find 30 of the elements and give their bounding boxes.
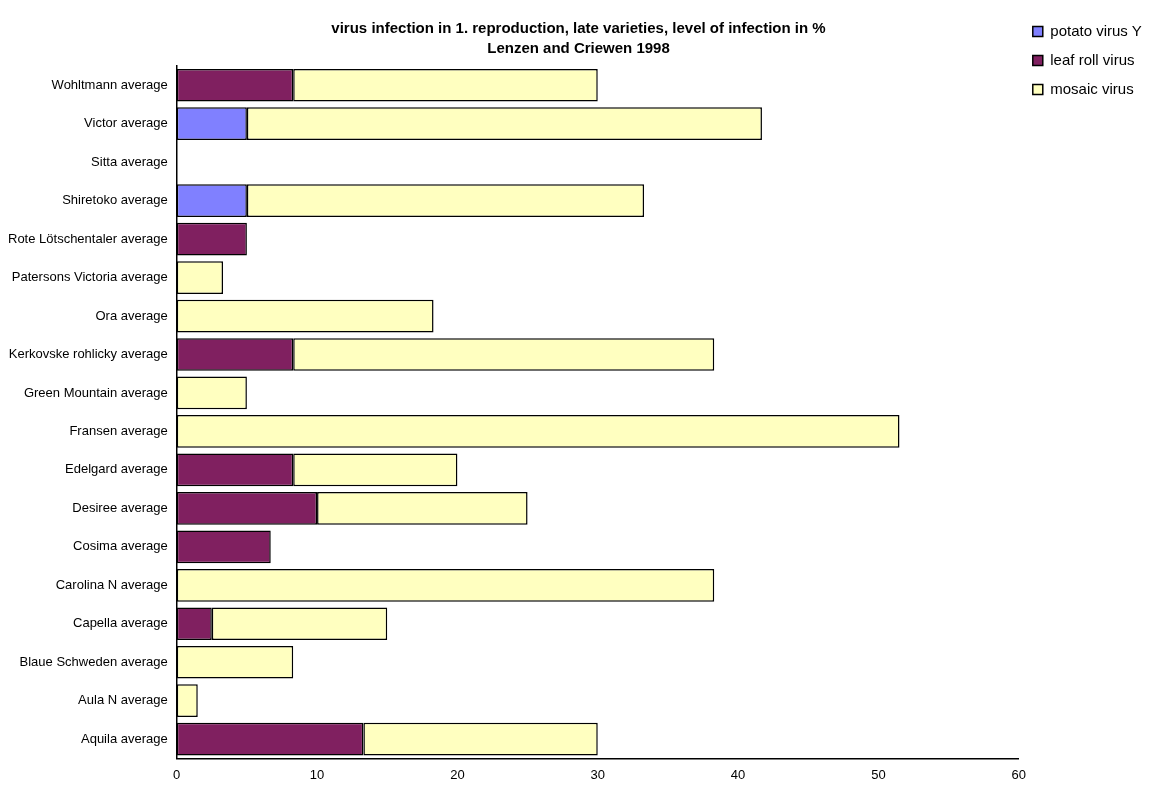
legend-label: potato virus Y bbox=[1050, 21, 1142, 39]
y-tick-label: Kerkovske rohlicky average bbox=[8, 346, 168, 362]
y-tick-label: Desiree average bbox=[72, 499, 168, 515]
y-tick-label: Fransen average bbox=[69, 423, 168, 439]
y-tick-label: Aquila average bbox=[80, 730, 168, 746]
y-tick-label: Ora average bbox=[95, 307, 168, 323]
y-tick-label: Wohltmann average bbox=[51, 76, 168, 92]
y-tick-label: Cosima average bbox=[73, 538, 168, 554]
y-tick-label: Blaue Schweden average bbox=[19, 653, 168, 669]
x-tick-label: 30 bbox=[590, 766, 605, 782]
y-tick-label: Rote Lötschentaler average bbox=[7, 230, 168, 246]
legend-label: mosaic virus bbox=[1050, 79, 1134, 97]
x-tick-label: 20 bbox=[450, 766, 465, 782]
y-tick-label: Green Mountain average bbox=[23, 384, 168, 400]
x-tick-label: 60 bbox=[1011, 766, 1027, 782]
y-tick-label: Shiretoko average bbox=[62, 192, 168, 208]
chart-title: virus infection in 1. reproduction, late varieties, level of infection in % bbox=[331, 19, 826, 37]
y-tick-label: Aula N average bbox=[78, 692, 168, 708]
legend-label: leaf roll virus bbox=[1050, 50, 1135, 68]
y-tick-label: Sitta average bbox=[91, 153, 168, 169]
y-tick-label: Capella average bbox=[73, 615, 168, 631]
x-tick-label: 0 bbox=[173, 766, 181, 782]
y-tick-label: Victor average bbox=[84, 115, 168, 131]
x-tick-label: 50 bbox=[871, 766, 886, 782]
x-tick-label: 10 bbox=[309, 766, 325, 782]
x-tick-label: 40 bbox=[730, 766, 746, 782]
y-tick-label: Edelgard average bbox=[65, 461, 168, 477]
y-tick-label: Patersons Victoria average bbox=[11, 269, 168, 285]
y-tick-label: Carolina N average bbox=[55, 576, 168, 592]
chart-subtitle: Lenzen and Criewen 1998 bbox=[487, 39, 670, 57]
